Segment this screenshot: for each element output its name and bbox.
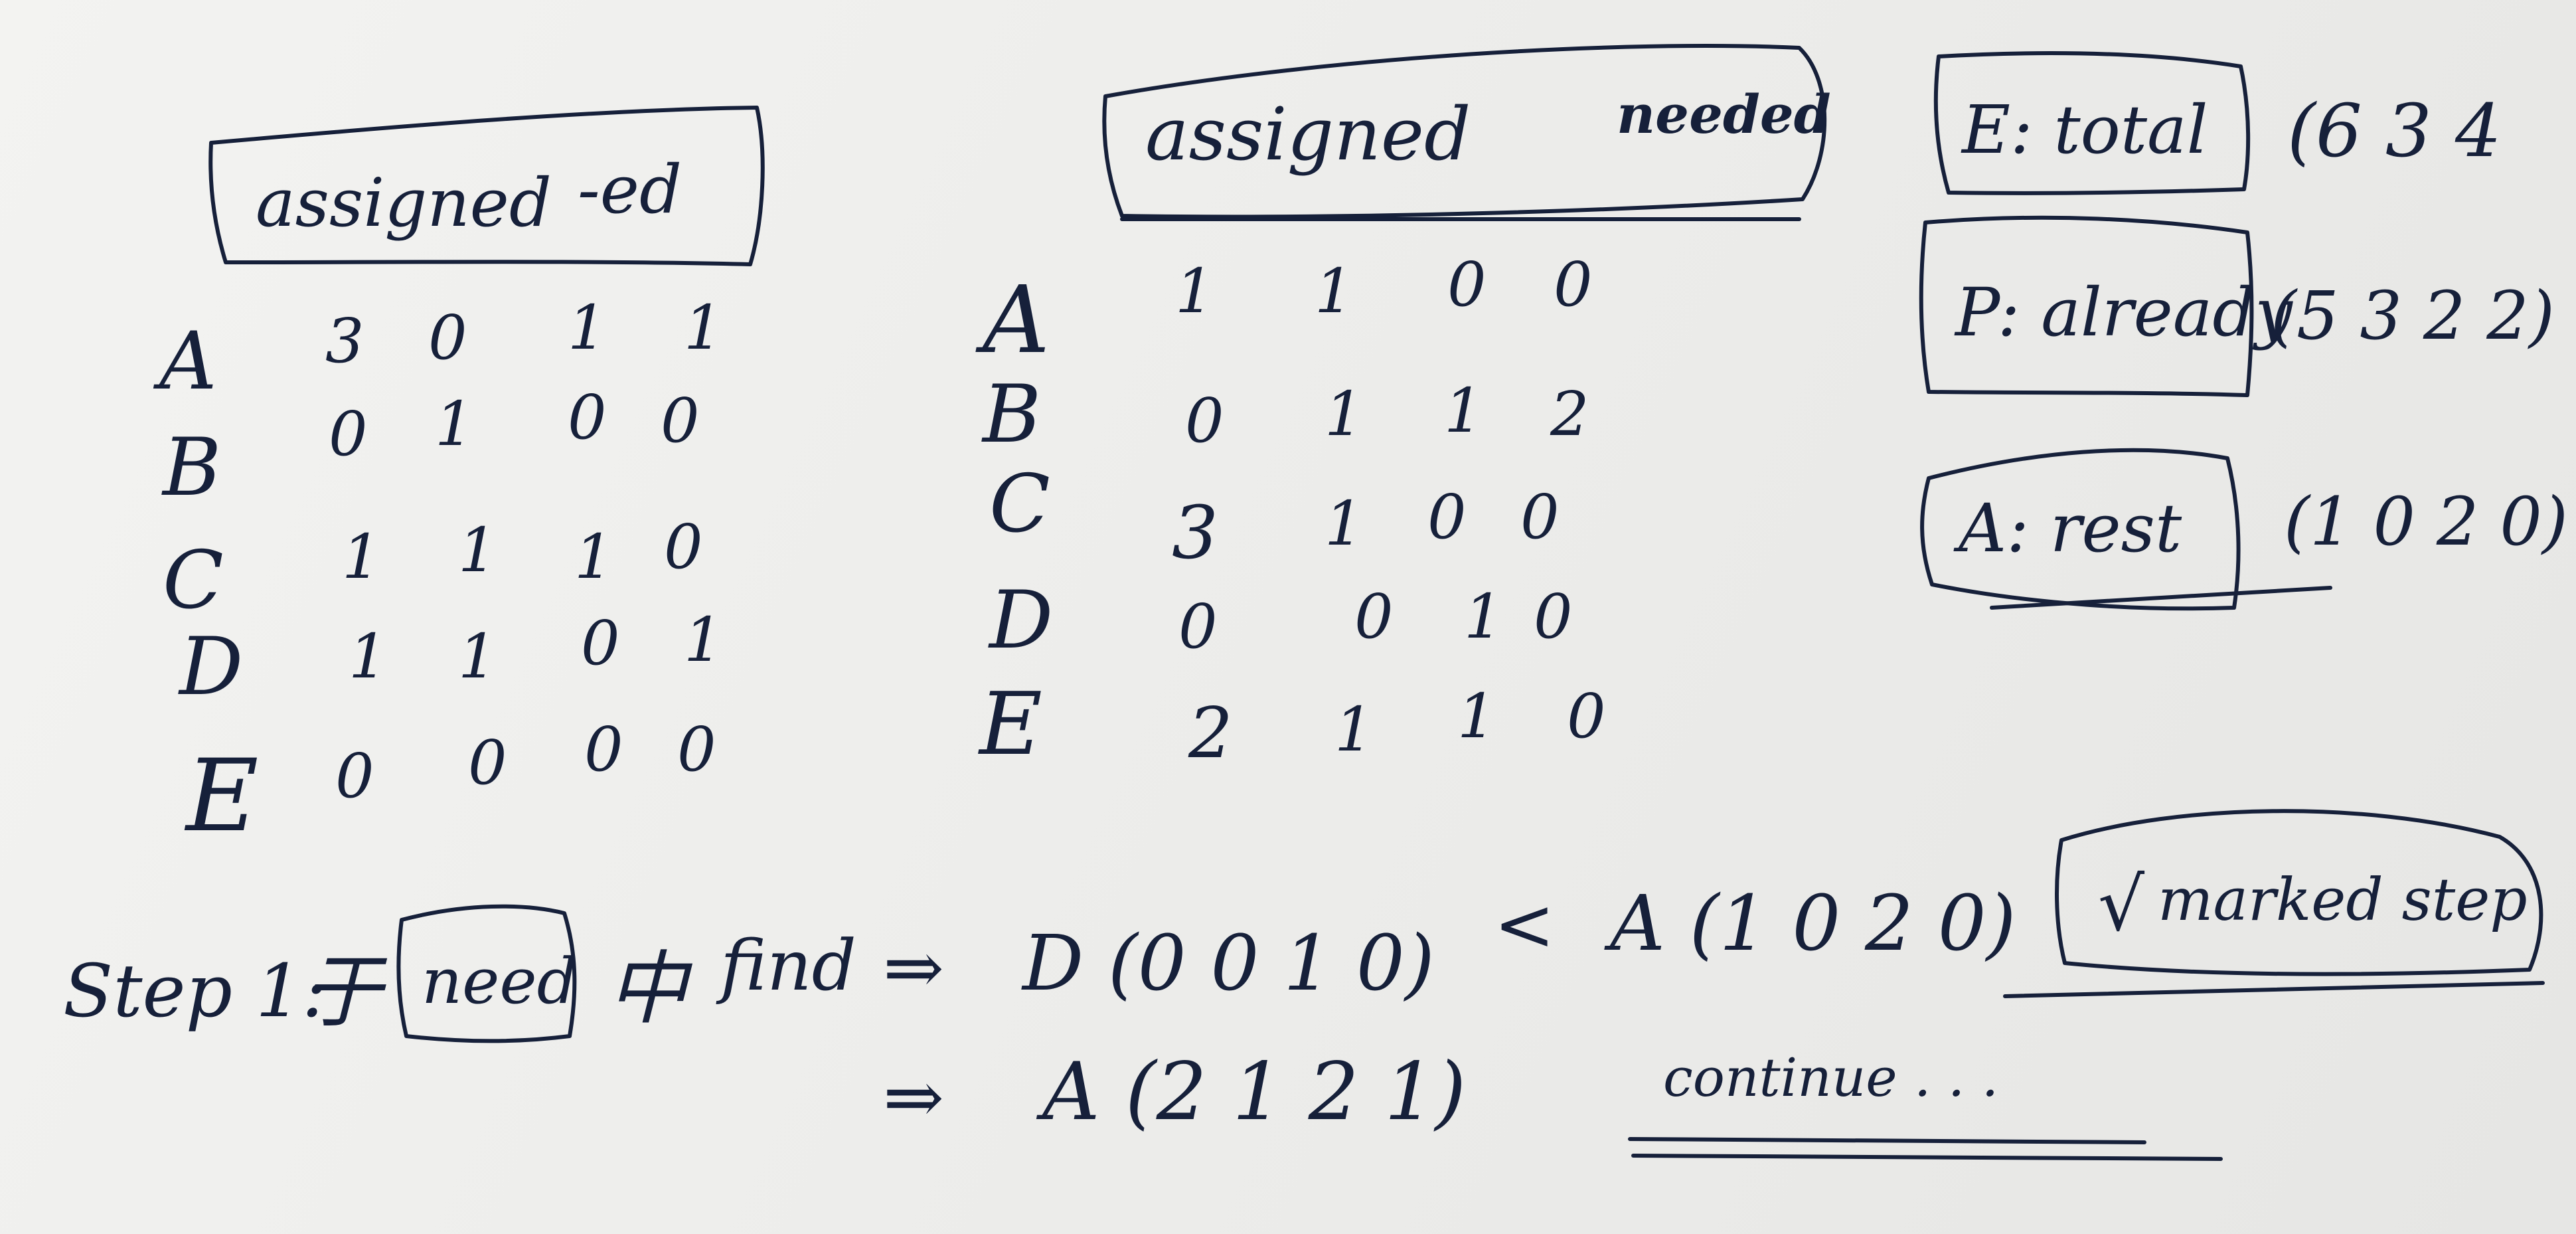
right-cell-b-2: 1 (1325, 379, 1364, 450)
left-cell-e-1: 0 (335, 741, 374, 812)
vector-rest-value: (1 0 2 0) (2284, 483, 2568, 561)
step-prefix: Step 1: (63, 948, 327, 1033)
vector-total-label: E: total (1961, 91, 2208, 169)
left-cell-e-2: 0 (468, 727, 507, 798)
left-row-label-d: D (178, 621, 243, 713)
left-row-label-e: E (184, 739, 259, 854)
continue-underline-2 (1631, 1154, 2223, 1161)
left-cell-b-4: 0 (661, 385, 700, 456)
check-mark: √ (2098, 862, 2145, 947)
left-cell-c-2: 1 (458, 515, 497, 586)
continue-text: continue . . . (1663, 1047, 1998, 1108)
left-cell-a-2: 0 (428, 302, 467, 373)
right-cell-d-1: 0 (1178, 591, 1218, 662)
right-row-label-b: B (981, 369, 1041, 461)
vector-rest-box (1920, 448, 2241, 611)
right-cell-a-2: 1 (1315, 256, 1354, 327)
left-cell-a-1: 3 (325, 306, 364, 377)
right-cell-d-4: 0 (1534, 581, 1573, 652)
right-table: assigned needed A B C D E 1 1 0 0 0 1 1 … (975, 44, 1831, 774)
left-cell-d-2: 1 (458, 621, 497, 692)
right-cell-a-4: 0 (1554, 249, 1593, 320)
right-cell-c-3: 0 (1427, 482, 1467, 553)
left-cell-a-4: 1 (684, 292, 723, 363)
vector-rest-label: A: rest (1953, 489, 2182, 567)
right-cell-b-3: 1 (1444, 375, 1483, 446)
left-header-word2: -ed (578, 151, 682, 228)
left-cell-c-4: 0 (664, 511, 703, 582)
vector-already-label: P: already (1954, 274, 2293, 351)
vector-rest-underline (1990, 586, 2332, 610)
left-cell-e-4: 0 (677, 714, 716, 785)
vector-already-value: (5 3 2 2) (2271, 277, 2555, 355)
step-line-2: ⇒ A (2 1 2 1) continue . . . (883, 1046, 2223, 1161)
left-cell-d-4: 1 (684, 604, 723, 675)
right-header-word1: assigned (1145, 92, 1471, 177)
left-cell-c-3: 1 (574, 521, 613, 592)
right-row-label-c: C (989, 458, 1050, 551)
left-cell-e-3: 0 (584, 714, 623, 785)
left-row-label-b: B (161, 422, 221, 514)
right-header-word2: needed (1617, 83, 1831, 145)
right-cell-b-4: 2 (1550, 379, 1589, 450)
right-cell-c-1: 3 (1172, 490, 1218, 575)
need-boxed-word: need (422, 945, 577, 1018)
left-cell-b-1: 0 (329, 398, 368, 470)
step-find: find (716, 925, 856, 1006)
right-cell-e-4: 0 (1567, 681, 1606, 752)
right-cell-a-3: 0 (1447, 249, 1487, 320)
left-header-box (208, 106, 765, 266)
left-cell-c-1: 1 (342, 521, 381, 592)
left-row-label-a: A (153, 315, 217, 408)
step-a-vector: A (1 0 2 0) (1604, 879, 2016, 968)
right-cell-d-3: 1 (1464, 581, 1503, 652)
left-header-word1: assigned (256, 164, 552, 242)
step-line-1: Step 1: 于 need 中 find ⇒ D (0 0 1 0) < A … (63, 809, 2545, 1043)
vector-total-box (1933, 51, 2251, 195)
left-cell-b-2: 1 (435, 389, 474, 460)
right-row-label-a: A (975, 266, 1050, 375)
left-cell-d-1: 1 (349, 621, 388, 692)
right-cell-e-2: 1 (1334, 694, 1374, 765)
right-cell-e-3: 1 (1457, 681, 1496, 752)
vector-list: E: total (6 3 4 P: already (5 3 2 2) A: … (1919, 51, 2568, 611)
right-cell-d-2: 0 (1354, 581, 1394, 652)
left-cell-b-3: 0 (568, 382, 607, 453)
step-char-yu: 于 (302, 946, 388, 1039)
step-d-vector: D (0 0 1 0) (1021, 919, 1435, 1008)
left-table: assigned -ed A B C D E 3 0 1 1 0 1 0 0 1… (153, 106, 765, 854)
marked-step-box (2055, 809, 2543, 976)
right-cell-a-1: 1 (1175, 256, 1214, 327)
right-cell-c-4: 0 (1520, 482, 1560, 553)
vector-already-box (1919, 215, 2254, 397)
right-header-box (1102, 44, 1827, 219)
right-cell-c-2: 1 (1325, 488, 1364, 559)
step-char-zhong: 中 (607, 943, 693, 1035)
marked-step-underline (2003, 981, 2545, 998)
right-cell-b-1: 0 (1185, 385, 1224, 456)
left-row-label-c: C (163, 535, 224, 627)
marked-step-text: marked step (2158, 865, 2528, 934)
vector-total-value: (6 3 4 (2287, 88, 2502, 173)
continue-underline-1 (1628, 1137, 2146, 1144)
right-row-label-d: D (988, 574, 1053, 667)
step-a-result: A (2 1 2 1) (1036, 1046, 1466, 1138)
need-box (396, 904, 577, 1043)
step-arrow-1: ⇒ (883, 925, 944, 1010)
right-cell-e-1: 2 (1188, 693, 1233, 774)
left-cell-d-3: 0 (581, 608, 620, 679)
step-arrow-2: ⇒ (883, 1055, 944, 1140)
left-cell-a-3: 1 (568, 292, 607, 363)
step-less-than: < (1494, 882, 1555, 967)
right-row-label-e: E (978, 673, 1042, 774)
